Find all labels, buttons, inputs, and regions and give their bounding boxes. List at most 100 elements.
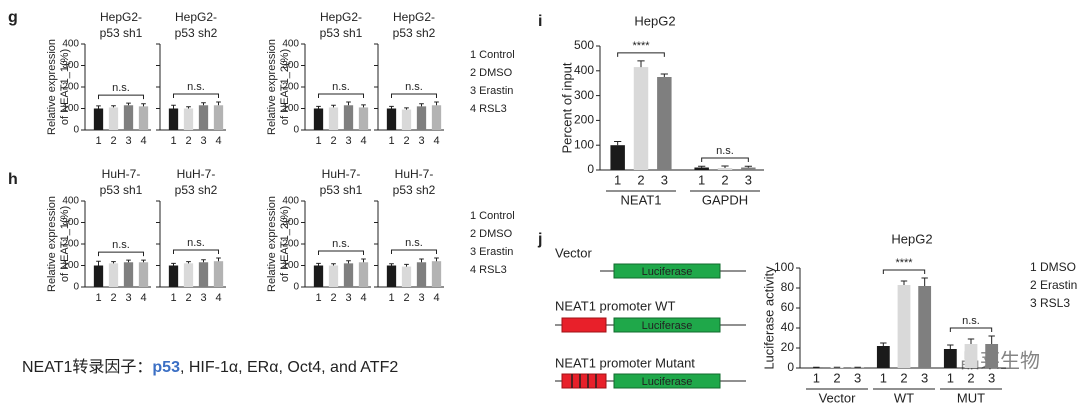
y-tick-label: 20 <box>781 340 795 354</box>
legend-entry: 2 Erastin <box>1030 278 1077 292</box>
error-bar <box>361 104 366 108</box>
bar <box>123 105 134 130</box>
bar <box>183 108 194 130</box>
group-label: MUT <box>957 390 985 405</box>
significance-bracket <box>617 52 665 57</box>
significance-bracket <box>882 269 926 274</box>
bar <box>964 344 978 368</box>
bar <box>943 349 957 368</box>
error-bar <box>419 258 424 263</box>
significance-label: n.s. <box>112 82 130 94</box>
error-bar <box>434 101 439 106</box>
panel-title: HepG2- <box>320 10 362 24</box>
x-tick-label: 4 <box>360 292 366 304</box>
y-tick-label: 400 <box>62 196 79 207</box>
bar <box>213 105 224 130</box>
error-bar <box>660 73 668 77</box>
x-tick-label: 2 <box>967 370 974 385</box>
y-tick-label: 60 <box>781 300 795 314</box>
significance-bracket <box>949 327 993 332</box>
y-tick-label: 200 <box>62 239 79 250</box>
error-bar <box>419 103 424 107</box>
significance-bracket <box>318 250 364 256</box>
y-tick-label: 0 <box>787 360 794 374</box>
y-tick-label: 100 <box>774 260 794 274</box>
bar <box>313 265 324 287</box>
error-bar <box>698 165 706 168</box>
promoter-box <box>561 373 607 389</box>
panel-title: HuH-7- <box>102 167 141 181</box>
panel-title: p53 sh2 <box>393 183 436 197</box>
mutant-label: NEAT1 promoter Mutant <box>555 355 695 370</box>
y-tick-label: 200 <box>62 82 79 93</box>
x-tick-label: 1 <box>95 292 101 304</box>
x-tick-label: 3 <box>345 292 351 304</box>
error-bar <box>141 259 146 263</box>
bar <box>741 167 756 170</box>
significance-bracket <box>318 93 364 99</box>
legend-entry: 2 DMSO <box>470 228 513 240</box>
panel-title: p53 sh1 <box>100 26 143 40</box>
bar <box>183 263 194 287</box>
error-bar <box>96 105 101 109</box>
error-bar <box>171 262 176 266</box>
chart-title: HepG2 <box>891 231 932 246</box>
luciferase-label: Luciferase <box>642 320 693 332</box>
bar <box>93 108 104 130</box>
error-bar <box>141 103 146 107</box>
significance-bracket <box>98 251 144 257</box>
bar <box>108 263 119 287</box>
y-tick-label: 100 <box>62 103 79 114</box>
error-bar <box>186 261 191 264</box>
x-tick-label: 3 <box>125 135 131 147</box>
y-tick-label: 200 <box>574 113 594 127</box>
y-tick-label: 0 <box>293 282 299 293</box>
error-bar <box>404 107 409 110</box>
y-axis-label: Percent of input <box>559 62 574 153</box>
legend-entry: 4 RSL3 <box>470 103 507 115</box>
x-tick-label: 1 <box>170 135 176 147</box>
x-tick-label: 1 <box>388 135 394 147</box>
bar <box>851 367 865 368</box>
x-tick-label: 2 <box>833 370 840 385</box>
x-tick-label: 3 <box>988 370 995 385</box>
bar <box>918 286 932 368</box>
luciferase-box <box>613 317 721 333</box>
error-bar <box>389 263 394 266</box>
bar <box>328 107 339 130</box>
x-tick-label: 2 <box>110 135 116 147</box>
bar <box>93 265 104 287</box>
caption-lead: NEAT1转录因子： <box>22 358 152 376</box>
y-tick-label: 100 <box>62 260 79 271</box>
y-tick-label: 300 <box>282 60 299 71</box>
group-label: NEAT1 <box>621 192 662 207</box>
error-bar <box>880 342 887 346</box>
group-label: GAPDH <box>702 192 748 207</box>
bar <box>717 168 733 170</box>
bar <box>313 108 324 130</box>
bar <box>328 265 339 287</box>
y-axis-label: of NEAT1_1(%) <box>59 206 71 282</box>
y-tick-label: 300 <box>282 217 299 228</box>
bar <box>633 67 649 170</box>
bar <box>830 367 844 368</box>
x-tick-label: 2 <box>185 292 191 304</box>
y-axis-label: Relative expression <box>46 39 58 135</box>
watermark: 晶莱生物 <box>960 349 1040 372</box>
legend-entry: 3 Erastin <box>470 85 513 97</box>
x-tick-label: 3 <box>200 135 206 147</box>
panel-title: p53 sh1 <box>320 26 363 40</box>
vector-label: Vector <box>555 245 593 260</box>
bar <box>657 77 672 170</box>
significance-label: **** <box>895 257 913 269</box>
y-tick-label: 0 <box>587 162 594 176</box>
significance-label: **** <box>632 40 650 52</box>
x-tick-label: 1 <box>95 135 101 147</box>
x-tick-label: 1 <box>813 370 820 385</box>
caption-highlight: p53 <box>152 359 180 376</box>
legend-entry: 4 RSL3 <box>470 264 507 276</box>
significance-label: n.s. <box>187 237 205 249</box>
y-tick-label: 400 <box>62 39 79 50</box>
error-bar <box>186 106 191 109</box>
panel-title: p53 sh1 <box>320 183 363 197</box>
